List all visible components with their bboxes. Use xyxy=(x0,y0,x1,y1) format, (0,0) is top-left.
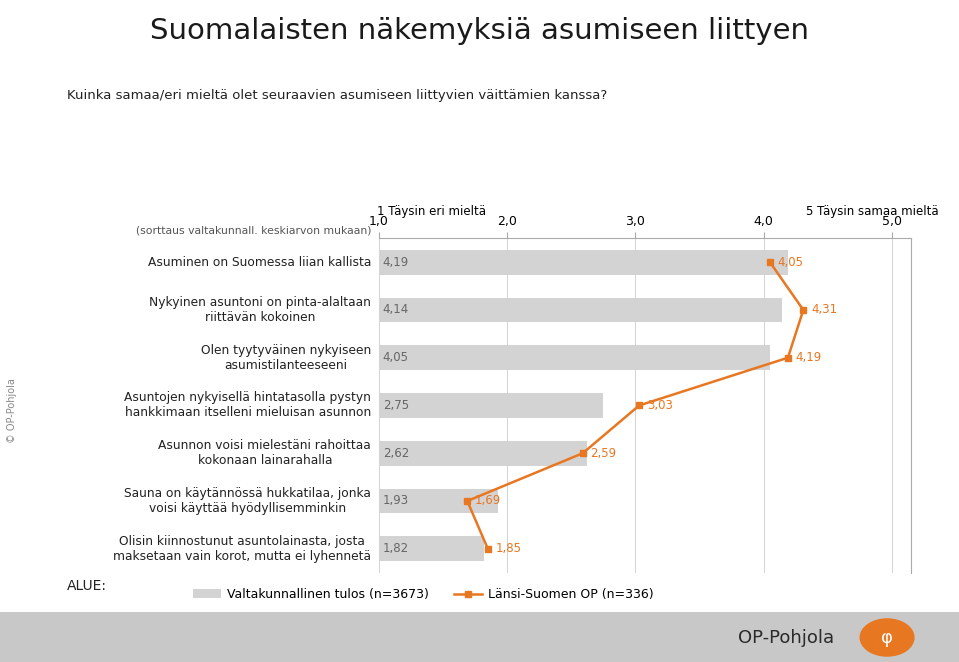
Text: Olen tyytyväinen nykyiseen
asumistilanteeseeni: Olen tyytyväinen nykyiseen asumistilante… xyxy=(200,344,371,372)
Text: 1,69: 1,69 xyxy=(475,495,502,508)
Bar xyxy=(379,441,587,465)
Text: Sauna on käytännössä hukkatilaa, jonka
voisi käyttää hyödyllisemminkin: Sauna on käytännössä hukkatilaa, jonka v… xyxy=(125,487,371,515)
Text: 4,05: 4,05 xyxy=(778,256,804,269)
Text: 4,31: 4,31 xyxy=(811,303,837,316)
Text: (sorttaus valtakunnall. keskiarvon mukaan): (sorttaus valtakunnall. keskiarvon mukaa… xyxy=(135,225,371,235)
Text: 2,75: 2,75 xyxy=(383,399,409,412)
Text: φ: φ xyxy=(881,628,893,647)
Text: Asuminen on Suomessa liian kallista: Asuminen on Suomessa liian kallista xyxy=(148,256,371,269)
Text: ALUE:: ALUE: xyxy=(67,579,107,593)
Text: 3,03: 3,03 xyxy=(647,399,672,412)
Bar xyxy=(379,297,782,322)
Legend: Valtakunnallinen tulos (n=3673), Länsi-Suomen OP (n=336): Valtakunnallinen tulos (n=3673), Länsi-S… xyxy=(189,583,659,606)
Text: 2,62: 2,62 xyxy=(383,447,409,459)
Text: OP-Pohjola: OP-Pohjola xyxy=(738,628,834,647)
Text: 1,93: 1,93 xyxy=(383,495,409,508)
Bar xyxy=(379,536,484,561)
Text: 1,82: 1,82 xyxy=(383,542,409,555)
Text: Kuinka samaa/eri mieltä olet seuraavien asumiseen liittyvien väittämien kanssa?: Kuinka samaa/eri mieltä olet seuraavien … xyxy=(67,89,607,103)
Text: Asuntojen nykyisellä hintatasolla pystyn
hankkimaan itselleni mieluisan asunnon: Asuntojen nykyisellä hintatasolla pystyn… xyxy=(125,391,371,420)
Text: Nykyinen asuntoni on pinta-alaltaan
riittävän kokoinen: Nykyinen asuntoni on pinta-alaltaan riit… xyxy=(150,296,371,324)
Text: Asunnon voisi mielestäni rahoittaa
kokonaan lainarahalla: Asunnon voisi mielestäni rahoittaa kokon… xyxy=(158,439,371,467)
Bar xyxy=(379,346,770,370)
Text: Suomalaisten näkemyksiä asumiseen liittyen: Suomalaisten näkemyksiä asumiseen liitty… xyxy=(150,17,809,44)
Text: 4,19: 4,19 xyxy=(796,352,822,364)
Bar xyxy=(379,250,788,275)
Bar xyxy=(379,489,498,514)
Text: 4,19: 4,19 xyxy=(383,256,409,269)
Text: 1 Täysin eri mieltä: 1 Täysin eri mieltä xyxy=(377,205,486,218)
Text: Olisin kiinnostunut asuntolainasta, josta
maksetaan vain korot, mutta ei lyhenne: Olisin kiinnostunut asuntolainasta, jost… xyxy=(113,535,371,563)
Text: 4,14: 4,14 xyxy=(383,303,409,316)
Text: 2,59: 2,59 xyxy=(591,447,617,459)
Text: © OP-Pohjola: © OP-Pohjola xyxy=(7,378,16,443)
Text: 5 Täysin samaa mieltä: 5 Täysin samaa mieltä xyxy=(807,205,939,218)
Text: 4,05: 4,05 xyxy=(383,352,409,364)
Bar xyxy=(379,393,603,418)
Text: 1,85: 1,85 xyxy=(496,542,522,555)
